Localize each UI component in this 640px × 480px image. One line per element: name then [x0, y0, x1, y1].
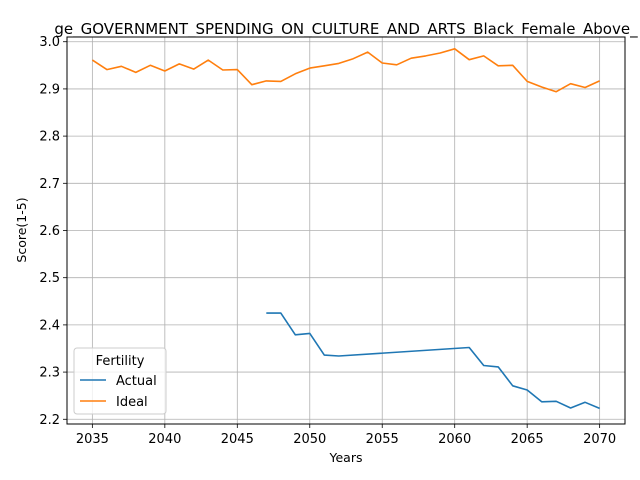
legend: Fertility Actual Ideal	[73, 347, 167, 415]
y-tick-label: 2.8	[39, 130, 60, 145]
x-tick-label: 2035	[76, 432, 109, 447]
x-tick-label: 2065	[511, 432, 544, 447]
y-tick-label: 2.9	[39, 82, 60, 97]
chart-title: ge_GOVERNMENT_SPENDING_ON_CULTURE_AND_AR…	[54, 20, 638, 39]
legend-label-actual: Actual	[116, 374, 157, 389]
axis-ticks: 2035 2040 2045 2050 2055 2060 2065 2070 2.2 2.3 2.…	[39, 35, 616, 447]
series-lines	[91, 47, 600, 410]
y-tick-label: 2.5	[39, 271, 60, 286]
grid	[67, 37, 625, 424]
legend-box	[73, 347, 167, 415]
legend-title: Fertility	[96, 354, 145, 369]
series-line-actual	[266, 312, 600, 410]
x-tick-label: 2055	[366, 432, 399, 447]
y-tick-label: 2.6	[39, 224, 60, 239]
y-axis-label: Score(1-5)	[14, 197, 29, 262]
x-tick-label: 2040	[148, 432, 181, 447]
y-tick-label: 2.4	[39, 318, 60, 333]
series-line-ideal	[91, 47, 600, 93]
x-tick-label: 2070	[583, 432, 616, 447]
y-tick-label: 2.2	[39, 413, 60, 428]
x-tick-label: 2050	[293, 432, 326, 447]
x-tick-label: 2045	[221, 432, 254, 447]
y-tick-label: 2.7	[39, 177, 60, 192]
legend-label-ideal: Ideal	[116, 395, 148, 410]
x-tick-label: 2060	[438, 432, 471, 447]
y-tick-label: 2.3	[39, 366, 60, 381]
x-axis-label: Years	[329, 450, 363, 465]
y-tick-label: 3.0	[39, 35, 60, 50]
